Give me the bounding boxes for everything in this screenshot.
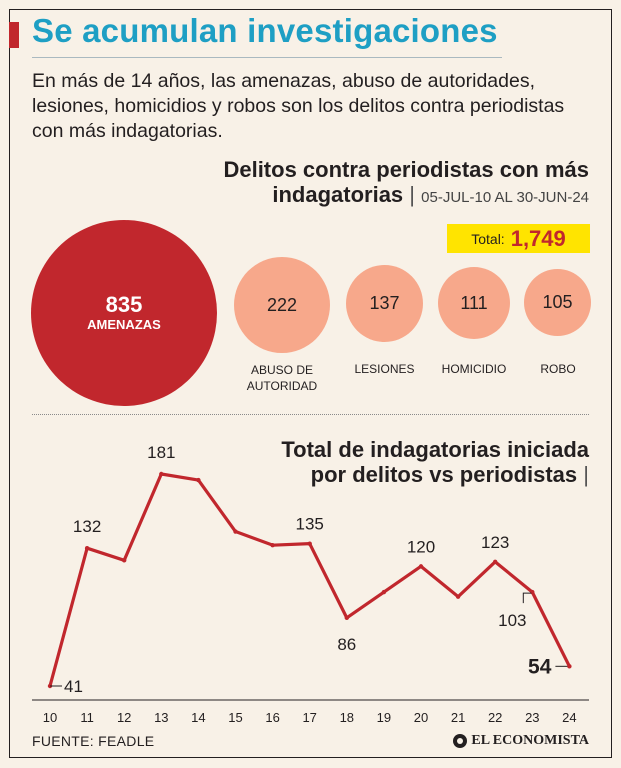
data-label: 132 bbox=[73, 517, 101, 536]
x-tick-label: 16 bbox=[265, 710, 279, 725]
infographic-frame bbox=[9, 9, 612, 758]
bubble-value-amenazas: 835 bbox=[105, 292, 143, 317]
data-label: 41 bbox=[64, 677, 83, 696]
bubble-amenazas: 835 AMENAZAS bbox=[31, 220, 217, 406]
data-point-11 bbox=[84, 546, 90, 551]
logo-text: EL ECONOMISTA bbox=[471, 733, 589, 748]
line-title-line2-row: por delitos vs periodistas | bbox=[69, 462, 589, 487]
total-label: Total: bbox=[471, 230, 505, 247]
data-point-18 bbox=[344, 615, 349, 621]
data-label: 181 bbox=[147, 443, 175, 462]
bubble-label-homicidio: HOMICIDIO bbox=[441, 362, 507, 376]
bubble-robo: 105 bbox=[524, 269, 591, 336]
bubble-homicidio: 111 bbox=[438, 267, 510, 339]
bubble-value-abuso: 222 bbox=[266, 294, 298, 315]
logo-mark-icon bbox=[453, 734, 468, 748]
x-tick-label: 17 bbox=[302, 710, 316, 725]
data-label-leader bbox=[522, 592, 532, 604]
bubble-label-robo: ROBO bbox=[540, 362, 576, 376]
data-point-15 bbox=[233, 529, 238, 534]
data-label: 103 bbox=[498, 611, 526, 630]
bubble-value-lesiones: 137 bbox=[369, 293, 400, 313]
bubble-label-amenazas: AMENAZAS bbox=[87, 317, 161, 332]
total-badge: Total: 1,749 bbox=[447, 224, 590, 253]
data-point-23 bbox=[530, 589, 535, 595]
bubble-value-homicidio: 111 bbox=[460, 292, 488, 313]
bubble-title-line2: indagatorias bbox=[272, 182, 404, 207]
x-tick-label: 22 bbox=[488, 710, 502, 725]
bubble-label-lesiones: LESIONES bbox=[354, 362, 415, 376]
data-label: 86 bbox=[337, 635, 356, 654]
data-point-21 bbox=[455, 594, 461, 599]
bubble-value-robo: 105 bbox=[542, 292, 573, 312]
brand-logo: EL ECONOMISTA bbox=[453, 733, 589, 749]
x-tick-label: 10 bbox=[43, 710, 57, 725]
data-point-14 bbox=[196, 477, 201, 483]
data-point-19 bbox=[381, 589, 387, 595]
bubble-title-line2-row: indagatorias | 05-JUL-10 AL 30-JUN-24 bbox=[69, 182, 589, 210]
page-title: Se acumulan investigaciones bbox=[32, 12, 498, 49]
line-title-line2: por delitos vs periodistas bbox=[310, 462, 578, 487]
bubble-lesiones: 137 bbox=[346, 265, 423, 342]
title-separator: | bbox=[409, 182, 416, 207]
x-tick-label: 15 bbox=[228, 710, 242, 725]
x-tick-label: 14 bbox=[191, 710, 205, 725]
data-label: 120 bbox=[407, 537, 435, 556]
data-label: 123 bbox=[481, 533, 509, 552]
bubble-label-abuso: ABUSO DE AUTORIDAD bbox=[246, 363, 318, 393]
data-point-20 bbox=[418, 564, 424, 569]
page-subtitle: En más de 14 años, las amenazas, abuso d… bbox=[32, 70, 565, 142]
bubble-title-line1: Delitos contra periodistas con más bbox=[223, 157, 589, 182]
bubble-abuso: 222 bbox=[234, 257, 330, 353]
x-tick-label: 21 bbox=[451, 710, 465, 725]
data-label: 135 bbox=[296, 515, 324, 534]
data-point-24 bbox=[567, 664, 572, 669]
title-underline bbox=[32, 57, 502, 58]
x-tick-label: 20 bbox=[414, 710, 428, 725]
x-tick-label: 24 bbox=[562, 710, 576, 725]
line-title-line1: Total de indagatorias iniciada bbox=[281, 437, 589, 462]
data-label: 54 bbox=[528, 655, 552, 678]
series-line bbox=[48, 472, 571, 687]
x-tick-label: 11 bbox=[80, 710, 94, 725]
x-tick-label: 12 bbox=[117, 710, 131, 725]
data-point-13 bbox=[159, 471, 164, 477]
source-note: FUENTE: FEADLE bbox=[32, 733, 155, 749]
title-accent-bar bbox=[9, 22, 19, 48]
total-value: 1,749 bbox=[510, 225, 566, 251]
data-point-16 bbox=[270, 542, 275, 548]
section-divider bbox=[32, 414, 589, 415]
data-point-17 bbox=[307, 541, 312, 546]
date-range: 05-JUL-10 AL 30-JUN-24 bbox=[421, 189, 589, 206]
x-tick-label: 23 bbox=[525, 710, 539, 725]
x-tick-label: 19 bbox=[377, 710, 391, 725]
x-tick-label: 13 bbox=[154, 710, 168, 725]
line-title-separator: | bbox=[583, 462, 589, 487]
line-section-title: Total de indagatorias iniciada por delit… bbox=[69, 437, 589, 487]
data-point-12 bbox=[122, 558, 127, 563]
data-point-22 bbox=[493, 559, 498, 565]
bubble-section-title: Delitos contra periodistas con más indag… bbox=[69, 157, 589, 210]
x-tick-label: 18 bbox=[340, 710, 354, 725]
